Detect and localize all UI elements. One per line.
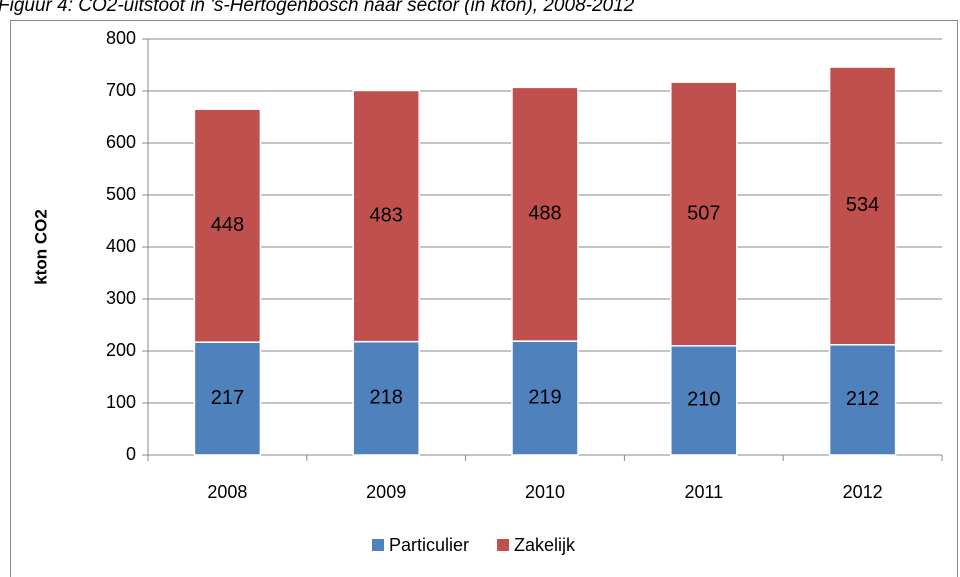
x-tick-label: 2011 — [684, 482, 723, 502]
bar-segment — [670, 81, 738, 347]
x-tick-label: 2010 — [525, 482, 565, 502]
bar-segment — [352, 89, 420, 343]
y-tick-label: 800 — [106, 28, 136, 48]
data-label: 219 — [528, 386, 561, 408]
data-label: 218 — [370, 387, 403, 409]
legend-label: Particulier — [389, 535, 469, 555]
data-label: 488 — [528, 203, 561, 225]
x-tick-label: 2009 — [366, 482, 406, 502]
y-tick-label: 500 — [106, 184, 136, 204]
data-label: 483 — [370, 204, 403, 226]
y-tick-label: 400 — [106, 236, 136, 256]
bar-segment — [352, 340, 420, 456]
legend-swatch — [372, 539, 384, 551]
y-tick-label: 300 — [106, 288, 136, 308]
y-tick-label: 600 — [106, 132, 136, 152]
y-tick-label: 700 — [106, 80, 136, 100]
data-label: 210 — [687, 389, 720, 411]
bar-segment — [511, 340, 579, 456]
y-axis-label: kton CO2 — [31, 209, 50, 285]
y-tick-label: 100 — [106, 392, 136, 412]
legend-label: Zakelijk — [514, 535, 576, 555]
bar-segment — [193, 341, 262, 456]
y-tick-label: 200 — [106, 340, 136, 360]
x-tick-label: 2012 — [843, 482, 883, 502]
data-label: 212 — [846, 388, 879, 410]
bar-segment — [828, 66, 897, 346]
chart-title: Figuur 4: CO2-uitstoot in 's-Hertogenbos… — [0, 0, 635, 16]
bar-segment — [511, 86, 579, 342]
data-label: 507 — [687, 202, 720, 224]
data-label: 534 — [846, 194, 879, 216]
data-label: 448 — [211, 214, 244, 236]
bar-segment — [193, 108, 262, 343]
bar-segment — [670, 345, 738, 456]
data-label: 217 — [211, 387, 244, 409]
legend-swatch — [497, 539, 510, 551]
y-tick-label: 0 — [126, 444, 136, 464]
bar-segment — [828, 344, 897, 456]
x-tick-label: 2008 — [207, 482, 247, 502]
